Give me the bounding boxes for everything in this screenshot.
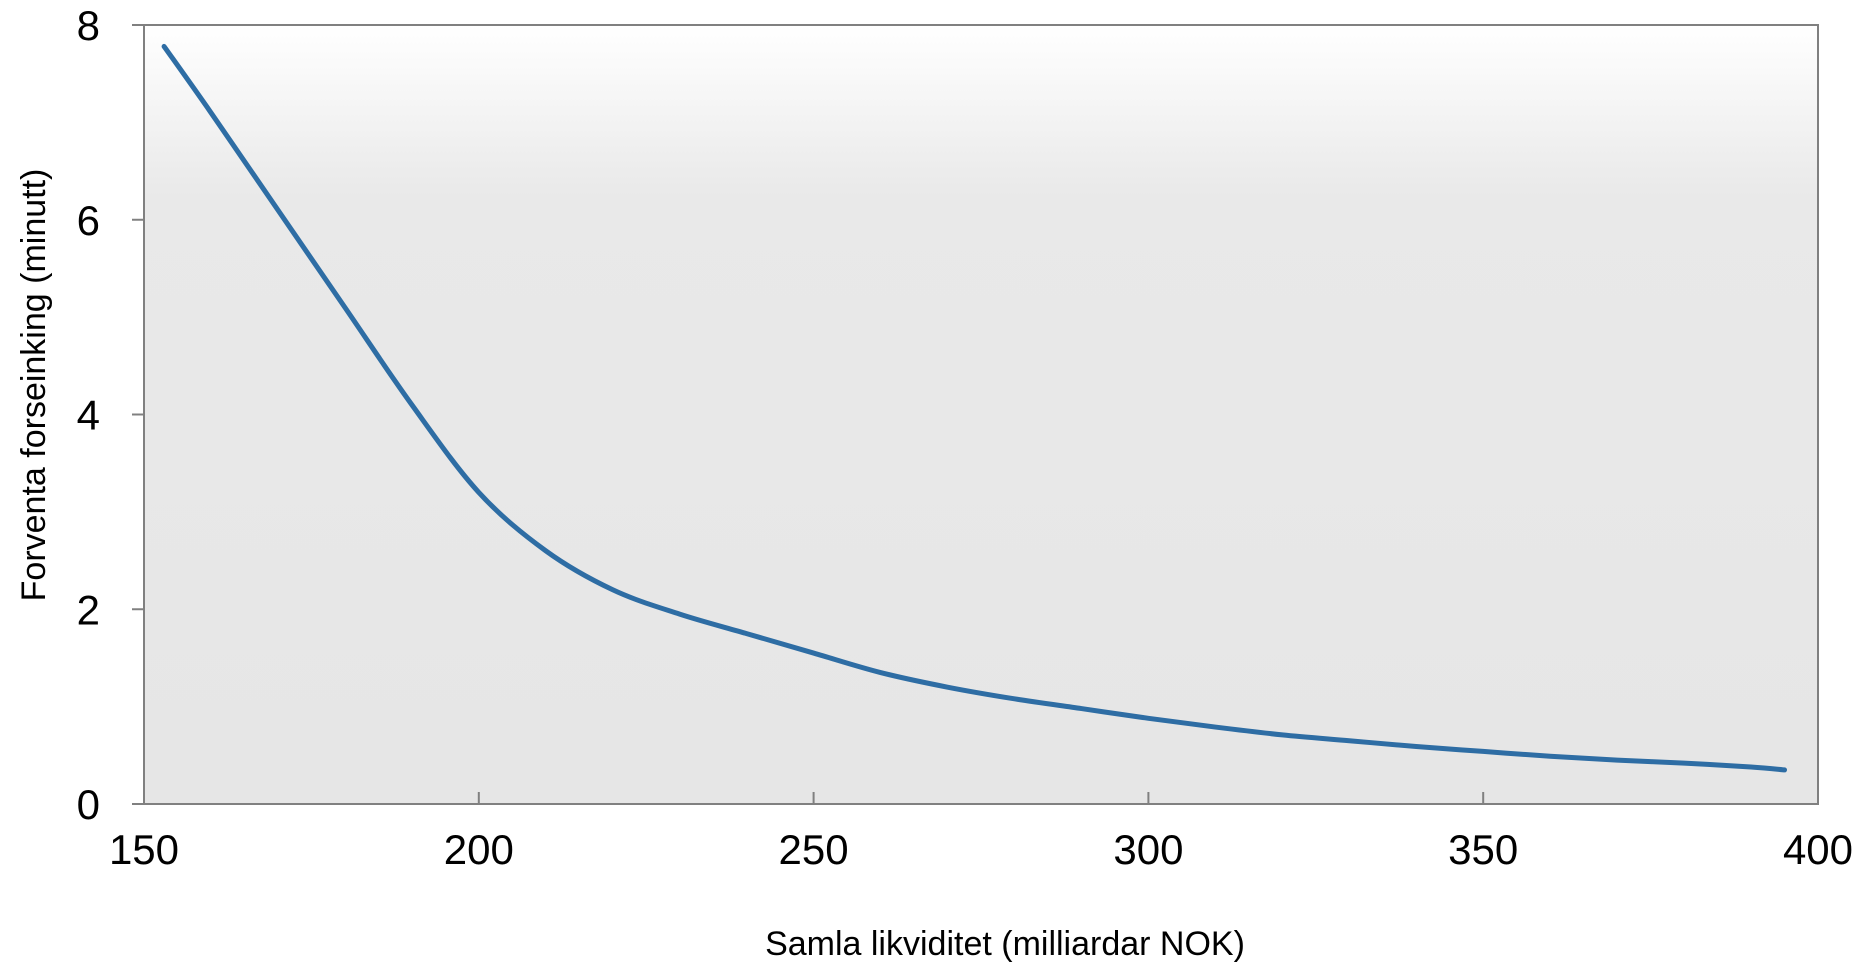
x-tick-label: 200: [444, 826, 514, 873]
x-tick-label: 350: [1448, 826, 1518, 873]
x-tick-label: 400: [1783, 826, 1853, 873]
y-tick-label: 4: [77, 392, 100, 439]
y-tick-label: 2: [77, 586, 100, 633]
y-axis-title: Forventa forseinking (minutt): [15, 169, 53, 602]
x-tick-label: 250: [779, 826, 849, 873]
tick-labels: 150 200 250 300 350 400 0 2 4 6 8: [77, 2, 1853, 873]
y-tick-label: 8: [77, 2, 100, 49]
series-line: [161, 43, 1788, 773]
x-axis-title: Samla likviditet (milliardar NOK): [765, 925, 1245, 963]
y-tick-label: 6: [77, 197, 100, 244]
plot-area: [143, 24, 1819, 805]
series-group: [161, 43, 1788, 773]
axis-ticks: [132, 24, 1819, 805]
x-tick-label: 150: [109, 826, 179, 873]
y-tick-label: 0: [77, 781, 100, 828]
x-tick-label: 300: [1113, 826, 1183, 873]
